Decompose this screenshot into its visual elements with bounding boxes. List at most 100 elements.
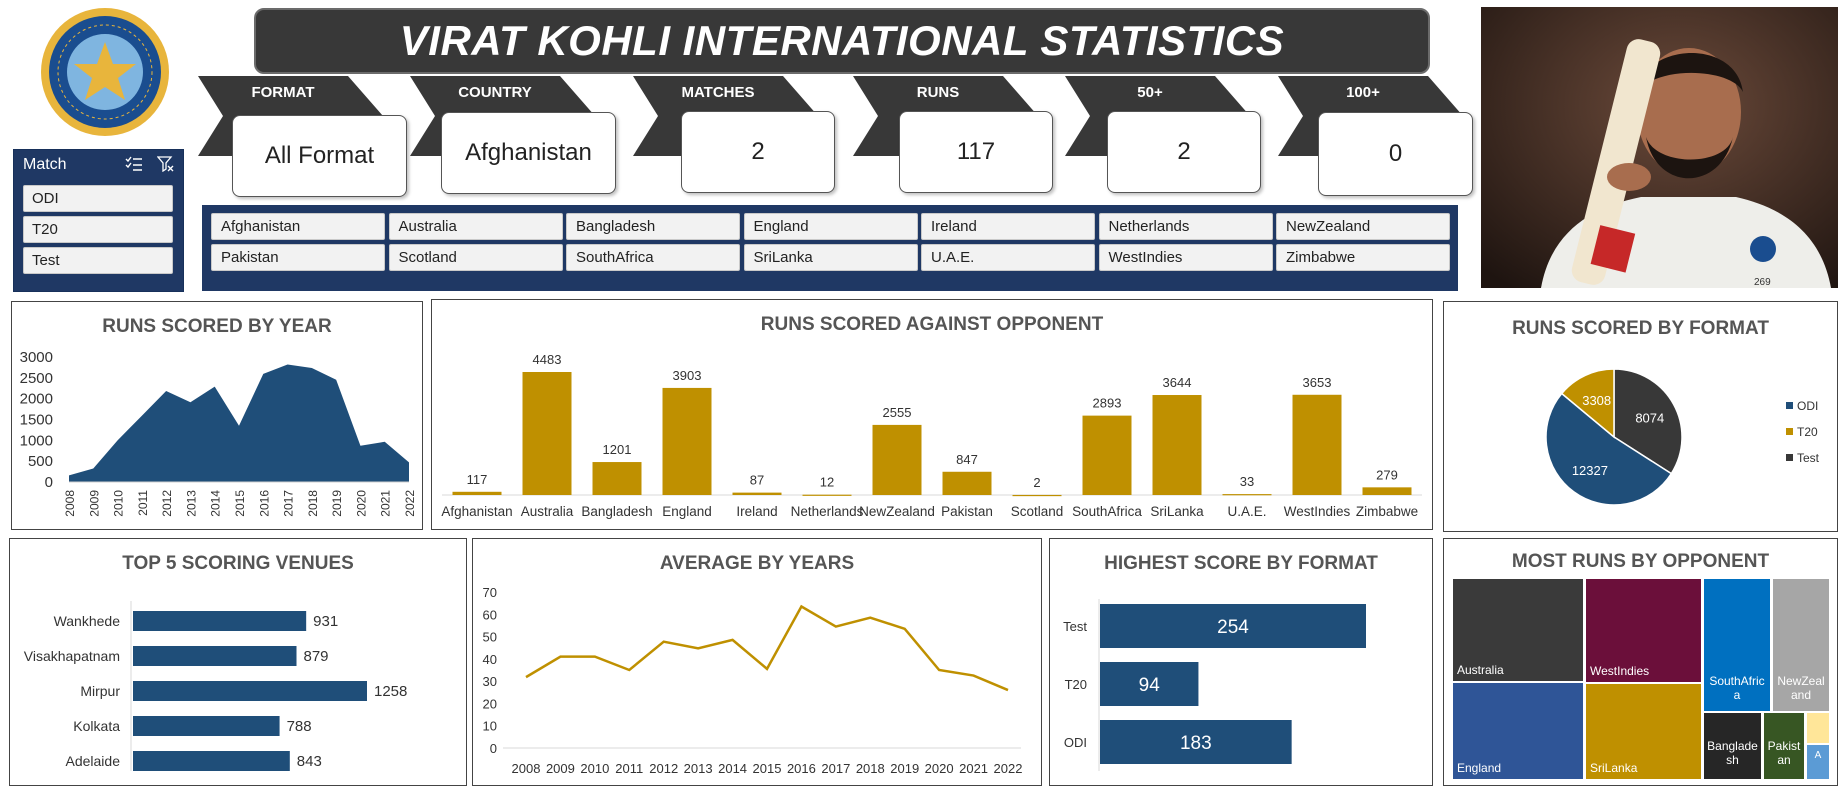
pie-data-label: 3308 xyxy=(1582,393,1611,408)
runs-vs-opponent-chart: 117 Afghanistan 4483 Australia 1201 Banglades… xyxy=(441,352,1422,519)
kpi-label-matches: MATCHES xyxy=(681,84,755,101)
kpi-label-country: COUNTRY xyxy=(458,84,532,101)
treemap-tile-label: WestIndies xyxy=(1590,664,1650,678)
legend-swatch-test xyxy=(1786,454,1793,461)
y-tick-label: T20 xyxy=(1065,677,1087,692)
data-label: 254 xyxy=(1217,617,1249,638)
bar-zimbabwe xyxy=(1362,487,1412,495)
data-label: 1201 xyxy=(603,442,632,457)
bar-t20 xyxy=(1100,662,1199,706)
treemap-tile-label: Australia xyxy=(1457,663,1504,677)
top-venues-panel: TOP 5 SCORING VENUES 931 Wankhede 879 Visak… xyxy=(9,538,467,786)
kpi-label-format: FORMAT xyxy=(251,84,315,101)
treemap-tile-southafrica: SouthAfrica xyxy=(1704,579,1770,711)
country-item-southafrica[interactable]: SouthAfrica xyxy=(566,244,740,271)
country-item-u-a-e[interactable]: U.A.E. xyxy=(921,244,1095,271)
x-tick-label: Bangladesh xyxy=(581,504,652,519)
country-item-srilanka[interactable]: SriLanka xyxy=(743,244,918,271)
x-tick-label: Scotland xyxy=(1011,504,1064,519)
y-tick-label: Kolkata xyxy=(73,718,120,734)
match-slicer-item-odi[interactable]: ODI xyxy=(23,185,173,212)
country-item-australia[interactable]: Australia xyxy=(388,213,563,240)
country-item-netherlands[interactable]: Netherlands xyxy=(1098,213,1273,240)
bar-afghanistan xyxy=(452,491,502,495)
data-label: 4483 xyxy=(533,352,562,367)
data-label: 788 xyxy=(287,718,312,735)
bar-australia xyxy=(522,372,572,495)
bar-bangladesh xyxy=(592,462,642,495)
runs-vs-opponent-panel: RUNS SCORED AGAINST OPPONENT 117 Afghanis… xyxy=(431,299,1433,530)
country-item-westindies[interactable]: WestIndies xyxy=(1098,244,1273,271)
runs-by-year-area xyxy=(69,364,409,482)
data-label: 2555 xyxy=(883,405,912,420)
x-tick-label: 2013 xyxy=(684,761,713,776)
clear-filter-icon[interactable] xyxy=(156,155,175,175)
data-label: 847 xyxy=(956,452,978,467)
legend-label: ODI xyxy=(1797,399,1818,413)
y-tick-label: 2500 xyxy=(20,370,53,387)
x-tick-label: 2010 xyxy=(112,490,126,517)
jersey-number: 269 xyxy=(1754,277,1771,288)
data-label: 12 xyxy=(820,475,834,490)
y-tick-label: 30 xyxy=(483,674,497,689)
average-by-years-chart: 0 10 20 30 40 50 60 70 2008 2009 2010 2011 2012 2013 2… xyxy=(483,585,1023,776)
x-tick-label: 2020 xyxy=(354,490,368,517)
runs-vs-opponent-title: RUNS SCORED AGAINST OPPONENT xyxy=(760,314,1104,335)
bar-mirpur xyxy=(133,681,367,701)
multi-select-icon[interactable] xyxy=(125,156,143,175)
country-item-scotland[interactable]: Scotland xyxy=(388,244,563,271)
kpi-label-50: 50+ xyxy=(1137,84,1163,101)
country-item-pakistan[interactable]: Pakistan xyxy=(211,244,385,271)
treemap-tile-england: England xyxy=(1453,683,1583,779)
x-tick-label: SriLanka xyxy=(1150,504,1204,519)
country-item-newzealand[interactable]: NewZealand xyxy=(1276,213,1450,240)
treemap-tile-bangladesh: Bangladesh xyxy=(1704,713,1761,779)
x-tick-label: 2011 xyxy=(136,490,150,516)
y-tick-label: 70 xyxy=(483,585,497,600)
kpi-value-50: 2 xyxy=(1107,111,1261,193)
y-tick-label: 1500 xyxy=(20,412,53,429)
x-tick-label: 2022 xyxy=(994,761,1023,776)
country-item-england[interactable]: England xyxy=(743,213,918,240)
runs-by-year-title: RUNS SCORED BY YEAR xyxy=(102,316,332,337)
country-item-afghanistan[interactable]: Afghanistan xyxy=(211,213,385,240)
pie-data-label: 8074 xyxy=(1635,410,1664,425)
country-item-ireland[interactable]: Ireland xyxy=(921,213,1095,240)
x-tick-label: Ireland xyxy=(736,504,777,519)
x-tick-label: 2015 xyxy=(233,490,247,517)
x-tick-label: 2011 xyxy=(615,761,643,776)
y-tick-label: 40 xyxy=(483,652,497,667)
data-label: 94 xyxy=(1139,675,1161,696)
bar-odi xyxy=(1100,720,1292,764)
runs-by-format-chart: 8074 12327 3308 ODI T20 Test xyxy=(1545,368,1820,506)
y-tick-label: Adelaide xyxy=(66,753,121,769)
data-label: 279 xyxy=(1376,467,1398,482)
bar-southafrica xyxy=(1082,415,1132,495)
player-photo: 269 xyxy=(1481,7,1838,288)
data-label: 843 xyxy=(297,753,322,770)
x-tick-label: 2017 xyxy=(821,761,850,776)
country-item-bangladesh[interactable]: Bangladesh xyxy=(566,213,740,240)
y-tick-label: 0 xyxy=(490,741,497,756)
bar-westindies xyxy=(1292,394,1342,495)
pie-data-label: 12327 xyxy=(1572,463,1608,478)
highest-by-format-panel: HIGHEST SCORE BY FORMAT 254 Test 94 T20 183 O… xyxy=(1049,538,1433,786)
country-item-zimbabwe[interactable]: Zimbabwe xyxy=(1276,244,1450,271)
kpi-label-100: 100+ xyxy=(1346,84,1380,101)
x-tick-label: Zimbabwe xyxy=(1356,504,1418,519)
y-tick-label: 0 xyxy=(45,474,53,491)
legend-label: T20 xyxy=(1797,425,1818,439)
y-tick-label: 1000 xyxy=(20,432,53,449)
y-tick-label: Visakhapatnam xyxy=(24,648,120,664)
country-slicer: Afghanistan Australia Bangladesh England Ire… xyxy=(202,205,1458,291)
kpi-value-runs: 117 xyxy=(899,111,1053,193)
x-tick-label: England xyxy=(662,504,712,519)
match-slicer-item-test[interactable]: Test xyxy=(23,247,173,274)
data-label: 33 xyxy=(1240,474,1254,489)
data-label: 1258 xyxy=(374,683,407,700)
average-line xyxy=(525,604,1009,692)
average-by-years-title: AVERAGE BY YEARS xyxy=(659,553,855,574)
match-slicer-item-t20[interactable]: T20 xyxy=(23,216,173,243)
x-tick-label: 2015 xyxy=(753,761,782,776)
treemap-tile-newzealand: NewZealand xyxy=(1773,579,1829,711)
